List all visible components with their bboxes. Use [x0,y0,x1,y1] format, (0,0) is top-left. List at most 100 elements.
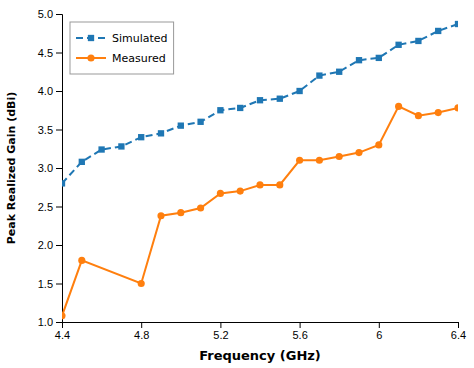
point [98,146,104,152]
y-tick-mark [56,130,62,131]
point [336,69,342,75]
y-tick: 1.0 [38,316,62,328]
point [158,130,164,136]
point [435,28,441,34]
y-tick-mark [56,91,62,92]
y-tick: 2.0 [38,239,62,251]
legend-label: Simulated [112,32,168,45]
legend-marker [88,35,94,41]
point [157,212,164,219]
point [178,122,184,128]
point [316,157,323,164]
y-tick-mark [56,168,62,169]
y-tick: 5.0 [38,8,62,20]
x-tick: 5.2 [213,322,228,341]
point [79,159,85,165]
y-tick-label: 4.0 [38,85,53,97]
point [316,72,322,78]
y-tick-label: 1.0 [38,316,53,328]
legend-item: Measured [76,52,166,65]
point [256,181,263,188]
y-tick-label: 5.0 [38,8,53,20]
x-tick-label: 6.4 [451,329,466,341]
point [177,209,184,216]
marks [62,21,458,320]
plot-area: 4.4 4.8 5.2 5.6 6 6.4 1.0 1.5 2.0 2.5 3.0 3.5 4.0 4.5… [38,8,466,341]
legend-label: Measured [112,52,166,65]
y-tick-label: 1.5 [38,278,53,290]
y-tick: 3.5 [38,124,62,136]
point [78,257,85,264]
series [62,103,458,320]
point [237,105,243,111]
point [277,96,283,102]
y-tick: 4.0 [38,85,62,97]
x-tick: 5.6 [292,322,307,341]
legend: Simulated Measured [70,22,174,74]
y-tick: 4.5 [38,47,62,59]
point [217,190,224,197]
x-tick-mark [458,322,459,328]
y-tick-mark [56,207,62,208]
y-tick-mark [56,284,62,285]
y-tick-label: 4.5 [38,47,53,59]
x-tick: 4.8 [134,322,149,341]
y-tick: 2.5 [38,201,62,213]
point [415,112,422,119]
y-tick-mark [56,245,62,246]
point [62,312,66,319]
point [237,188,244,195]
x-axis-line [63,323,459,329]
point [376,55,382,61]
y-tick-mark [56,53,62,54]
point [336,153,343,160]
x-tick-mark [379,322,380,328]
x-tick-mark [220,322,221,328]
point [276,181,283,188]
x-tick: 6 [376,322,382,341]
x-tick-label: 6 [376,329,382,341]
legend-item: Simulated [76,32,168,45]
x-tick-label: 5.2 [213,329,228,341]
point [197,119,203,125]
y-axis-title: Peak Realized Gain (dBi) [5,92,18,245]
y-tick-mark [56,322,62,323]
y-axis: 1.0 1.5 2.0 2.5 3.0 3.5 4.0 4.5 5.0 [38,8,63,328]
y-tick-label: 3.5 [38,124,53,136]
point [415,38,421,44]
point [296,157,303,164]
point [138,280,145,287]
x-tick-mark [141,322,142,328]
point [217,107,223,113]
y-tick-label: 3.0 [38,162,53,174]
x-tick: 4.4 [55,322,70,341]
point [296,88,302,94]
legend-marker [87,54,94,61]
point [375,141,382,148]
y-tick-label: 2.5 [38,201,53,213]
point [395,103,402,110]
x-tick-label: 4.8 [134,329,149,341]
legend-box [70,22,174,74]
y-tick: 3.0 [38,162,62,174]
y-tick-label: 2.0 [38,239,53,251]
y-axis-line [56,15,63,323]
x-tick-label: 5.6 [292,329,307,341]
point [356,57,362,63]
point [118,143,124,149]
point [62,180,65,186]
x-tick: 6.4 [451,322,466,341]
y-tick-mark [56,14,62,15]
chart: 4.4 4.8 5.2 5.6 6 6.4 1.0 1.5 2.0 2.5 3.0 3.5 4.0 4.5… [0,0,474,368]
point [257,97,263,103]
x-tick-label: 4.4 [55,329,70,341]
x-axis: 4.4 4.8 5.2 5.6 6 6.4 [55,322,466,341]
point [355,149,362,156]
point [454,104,458,111]
y-tick: 1.5 [38,278,62,290]
x-axis-title: Frequency (GHz) [199,348,321,363]
point [138,134,144,140]
point [455,21,458,27]
series-line [62,106,458,315]
point [435,109,442,116]
